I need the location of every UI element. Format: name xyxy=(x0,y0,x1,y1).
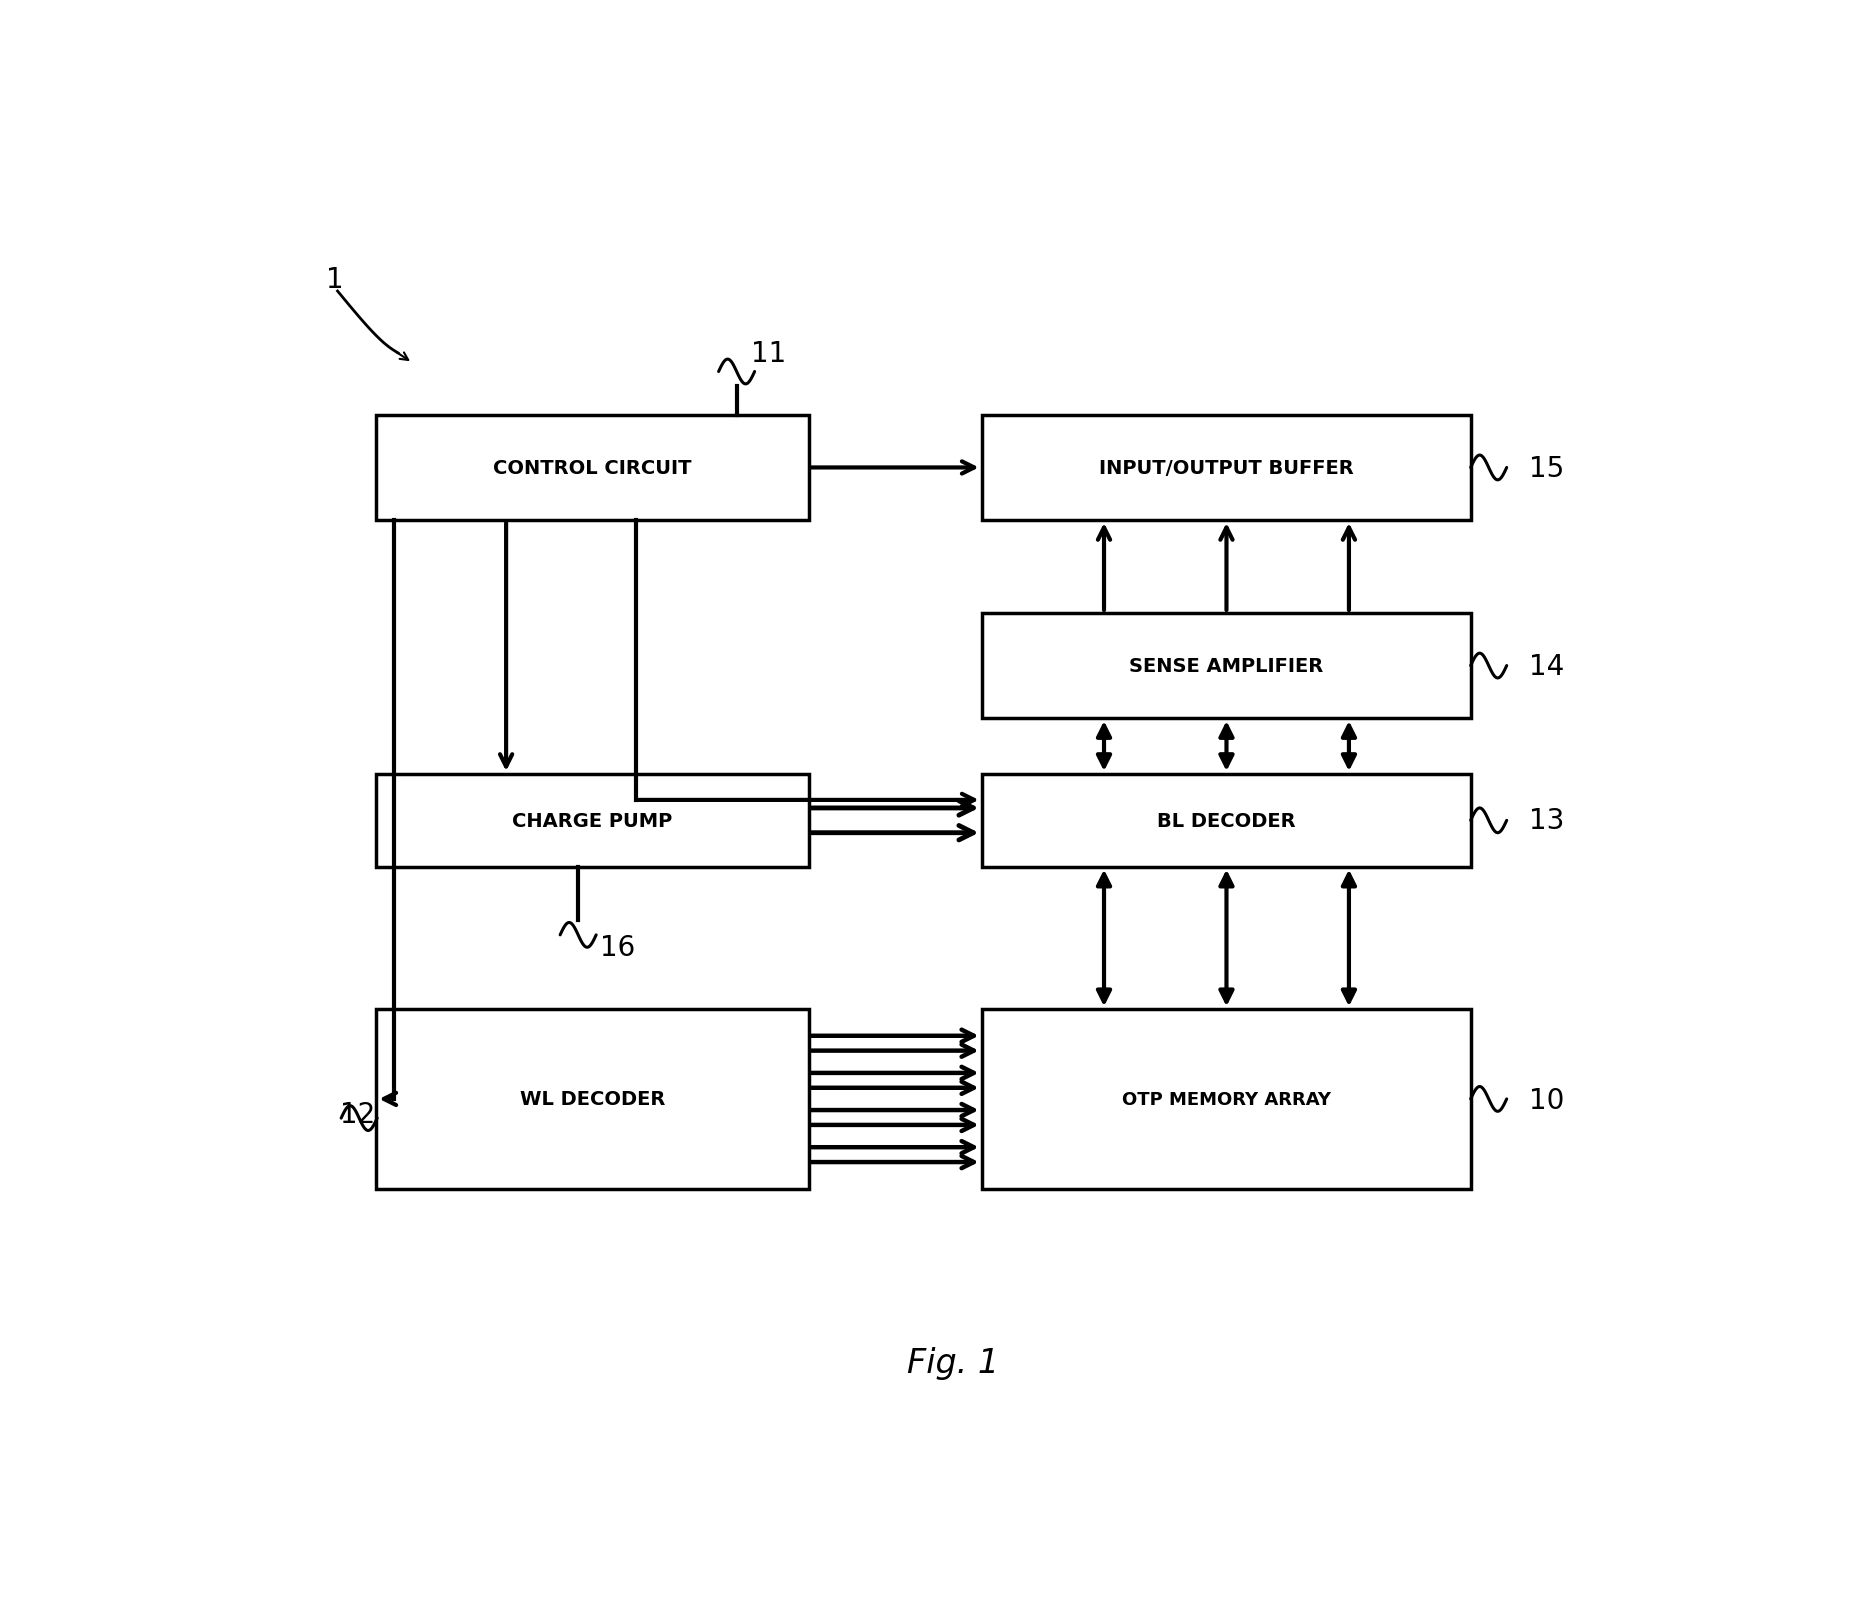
Text: 13: 13 xyxy=(1528,807,1565,834)
Text: CONTROL CIRCUIT: CONTROL CIRCUIT xyxy=(493,458,692,477)
Bar xyxy=(982,1009,1472,1189)
Text: 11: 11 xyxy=(751,339,786,368)
Text: SENSE AMPLIFIER: SENSE AMPLIFIER xyxy=(1130,657,1324,675)
Text: WL DECODER: WL DECODER xyxy=(521,1090,666,1109)
Bar xyxy=(982,775,1472,868)
Bar xyxy=(376,416,809,521)
Text: BL DECODER: BL DECODER xyxy=(1156,812,1296,831)
Bar xyxy=(982,614,1472,718)
Text: 10: 10 xyxy=(1528,1086,1565,1114)
Text: Fig. 1: Fig. 1 xyxy=(907,1345,998,1379)
Bar xyxy=(376,775,809,868)
Text: 16: 16 xyxy=(600,934,636,961)
Text: 14: 14 xyxy=(1528,652,1563,681)
Bar xyxy=(982,416,1472,521)
Bar xyxy=(376,1009,809,1189)
Text: 1: 1 xyxy=(325,265,344,294)
Text: 15: 15 xyxy=(1528,455,1563,482)
Text: 12: 12 xyxy=(340,1101,376,1128)
Text: CHARGE PUMP: CHARGE PUMP xyxy=(513,812,673,831)
Text: INPUT/OUTPUT BUFFER: INPUT/OUTPUT BUFFER xyxy=(1099,458,1353,477)
Text: OTP MEMORY ARRAY: OTP MEMORY ARRAY xyxy=(1123,1090,1331,1109)
